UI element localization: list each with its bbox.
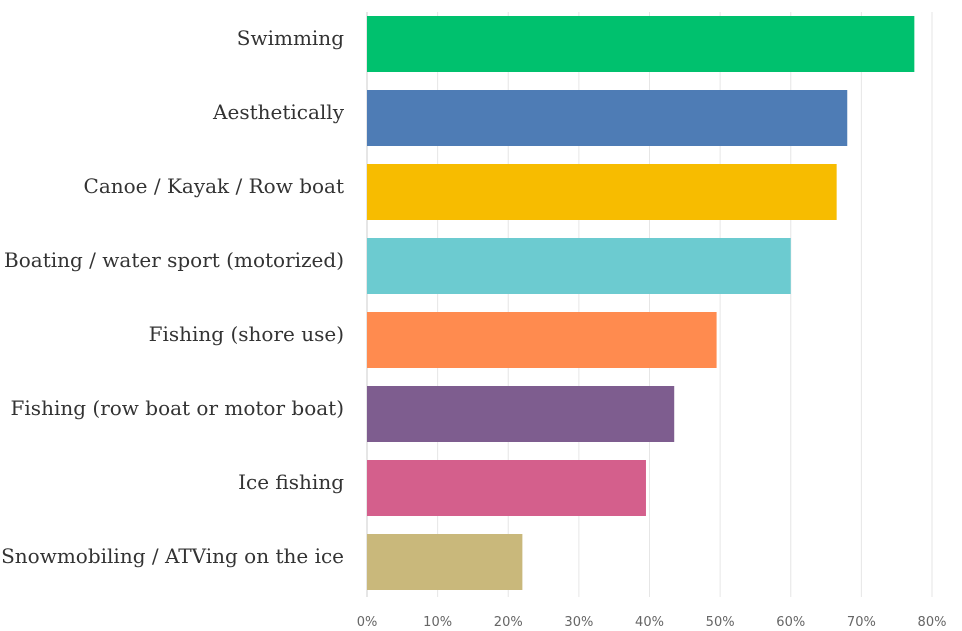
- category-label: Aesthetically: [212, 100, 345, 124]
- x-tick-label: 0%: [357, 615, 378, 630]
- bar: [367, 534, 523, 590]
- category-labels: Swimming Aesthetically Canoe / Kayak / Row…: [1, 26, 345, 568]
- x-tick-label: 60%: [776, 615, 805, 630]
- category-label: Swimming: [237, 26, 344, 50]
- x-tick-label: 30%: [564, 615, 593, 630]
- bar: [367, 90, 848, 146]
- category-label: Fishing (shore use): [149, 322, 344, 346]
- bars: [367, 16, 915, 590]
- bar: [367, 386, 675, 442]
- x-tick-label: 80%: [918, 615, 947, 630]
- bar: [367, 312, 717, 368]
- bar: [367, 16, 915, 72]
- x-tick-label: 10%: [423, 615, 452, 630]
- bar: [367, 460, 646, 516]
- bar: [367, 164, 837, 220]
- bar: [367, 238, 791, 294]
- category-label: Ice fishing: [238, 470, 344, 494]
- category-label: Boating / water sport (motorized): [4, 248, 344, 272]
- x-tick-label: 40%: [635, 615, 664, 630]
- x-tick-label: 70%: [847, 615, 876, 630]
- category-label: Fishing (row boat or motor boat): [11, 396, 344, 420]
- category-label: Canoe / Kayak / Row boat: [84, 174, 344, 198]
- x-axis-ticks: 0% 10% 20% 30% 40% 50% 60% 70% 80%: [357, 615, 947, 630]
- x-tick-label: 20%: [494, 615, 523, 630]
- category-label: Snowmobiling / ATVing on the ice: [1, 544, 344, 568]
- x-tick-label: 50%: [706, 615, 735, 630]
